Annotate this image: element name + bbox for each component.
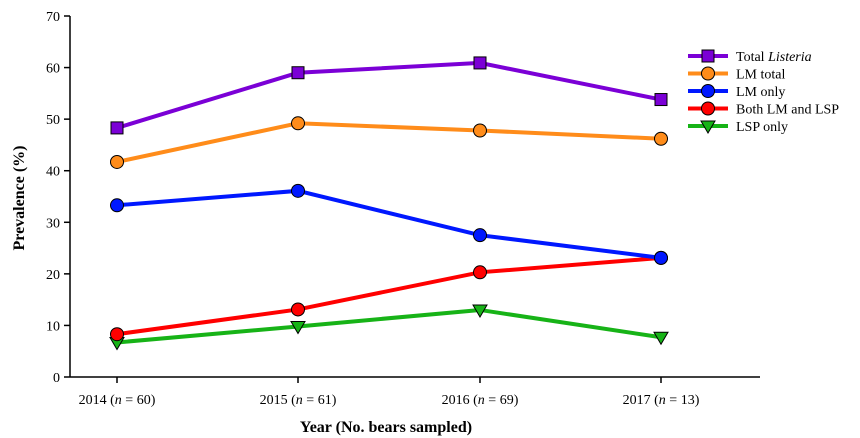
- legend-item: LM only: [688, 84, 785, 100]
- series-4: [109, 304, 669, 351]
- legend-item: LSP only: [688, 120, 788, 135]
- data-point: [291, 66, 305, 80]
- legend-marker: [701, 101, 715, 116]
- data-point: [291, 116, 305, 131]
- x-tick-label: 2014 (n = 60): [79, 393, 156, 408]
- series-0: [110, 56, 668, 135]
- data-point: [291, 183, 305, 198]
- data-point: [653, 331, 669, 346]
- data-point: [110, 198, 124, 213]
- y-tick-label: 30: [46, 216, 60, 231]
- data-point: [473, 228, 487, 243]
- data-point: [290, 320, 306, 335]
- legend-item: Total Listeria: [688, 49, 812, 65]
- y-tick-label: 10: [46, 319, 60, 334]
- legend-marker: [701, 84, 715, 98]
- legend: Total Listeria LM total LM only Both LM and…: [688, 49, 839, 135]
- x-tick-label: 2017 (n = 13): [623, 393, 700, 408]
- data-point: [110, 154, 124, 169]
- series-1: [110, 116, 668, 169]
- series-2: [110, 183, 668, 265]
- legend-label: LM total: [736, 68, 785, 83]
- series-layer: [109, 56, 669, 351]
- y-tick-label: 0: [53, 371, 60, 386]
- series-line: [116, 255, 662, 337]
- y-tick-label: 40: [46, 165, 60, 180]
- data-point: [110, 327, 124, 342]
- x-tick-label: 2016 (n = 69): [442, 393, 519, 408]
- data-point: [472, 304, 488, 318]
- legend-label: Both LM and LSP: [736, 103, 839, 118]
- y-axis-title: Prevalence (%): [11, 146, 28, 251]
- legend-marker: [701, 66, 715, 81]
- series-line: [116, 60, 662, 130]
- y-tick-label: 70: [46, 10, 60, 25]
- data-point: [473, 265, 487, 280]
- legend-label: LM only: [736, 85, 785, 100]
- series-line: [116, 121, 662, 164]
- y-tick-label: 60: [46, 62, 60, 77]
- legend-label: LSP only: [736, 120, 788, 135]
- data-point: [110, 121, 124, 135]
- x-axis-title: Year (No. bears sampled): [300, 419, 472, 436]
- legend-item: Both LM and LSP: [688, 101, 839, 118]
- legend-label: Total Listeria: [736, 50, 812, 65]
- legend-item: LM total: [688, 66, 785, 83]
- data-point: [654, 131, 668, 146]
- chart-axes: 0 10 20 30 40 50 60 70 2014 (n = 60) 2015 (n = 61…: [46, 10, 760, 408]
- data-point: [473, 123, 487, 138]
- y-tick-label: 50: [46, 113, 60, 128]
- data-point: [291, 302, 305, 317]
- data-point: [654, 93, 668, 107]
- series-line: [116, 307, 662, 345]
- legend-marker: [701, 49, 715, 63]
- series-line: [116, 188, 662, 260]
- y-tick-label: 20: [46, 268, 60, 283]
- x-tick-label: 2015 (n = 61): [260, 393, 337, 408]
- data-point: [654, 250, 668, 265]
- legend-marker: [700, 120, 716, 134]
- data-point: [473, 56, 487, 70]
